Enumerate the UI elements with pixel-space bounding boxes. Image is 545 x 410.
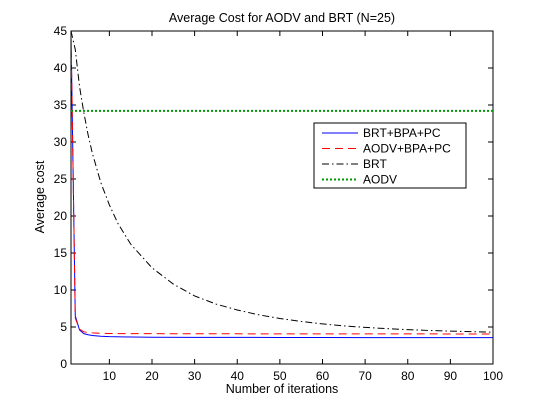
x-tick-label: 20 xyxy=(145,369,159,383)
series-line-2 xyxy=(71,31,493,335)
x-tick-label: 70 xyxy=(358,369,372,383)
legend-label-1: BRT+BPA+PC xyxy=(363,126,441,140)
y-tick-label: 20 xyxy=(54,209,68,223)
x-tick-label: 60 xyxy=(316,369,330,383)
y-tick-label: 25 xyxy=(54,172,68,186)
axis-ticks: 10 20 30 40 50 60 70 80 90 100 0 5 10 15 20 25 30 35 40 45 xyxy=(54,24,504,383)
y-tick-label: 0 xyxy=(60,357,67,371)
series-line-1 xyxy=(71,31,493,339)
legend-label-4: AODV xyxy=(363,173,397,187)
x-tick-label: 90 xyxy=(444,369,458,383)
legend-label-2: AODV+BPA+PC xyxy=(363,142,451,156)
series-layer xyxy=(71,31,493,339)
y-axis-title: Average cost xyxy=(33,160,47,233)
x-tick-label: 100 xyxy=(483,369,503,383)
legend-box xyxy=(313,122,467,189)
y-tick-label: 10 xyxy=(54,283,68,297)
y-tick-label: 15 xyxy=(54,246,68,260)
series-line-3 xyxy=(71,31,493,333)
x-tick-label: 40 xyxy=(231,369,245,383)
x-axis-title: Number of iterations xyxy=(226,382,339,396)
y-tick-label: 30 xyxy=(54,135,68,149)
y-tick-label: 35 xyxy=(54,98,68,112)
x-tick-label: 10 xyxy=(103,369,117,383)
x-tick-label: 30 xyxy=(188,369,202,383)
x-tick-label: 80 xyxy=(401,369,415,383)
y-tick-label: 5 xyxy=(60,320,67,334)
plot-area xyxy=(70,30,494,365)
x-tick-label: 50 xyxy=(273,369,287,383)
y-tick-label: 40 xyxy=(54,61,68,75)
y-tick-label: 45 xyxy=(54,24,68,38)
chart-title: Average Cost for AODV and BRT (N=25) xyxy=(169,11,395,25)
legend-label-3: BRT xyxy=(363,157,387,171)
